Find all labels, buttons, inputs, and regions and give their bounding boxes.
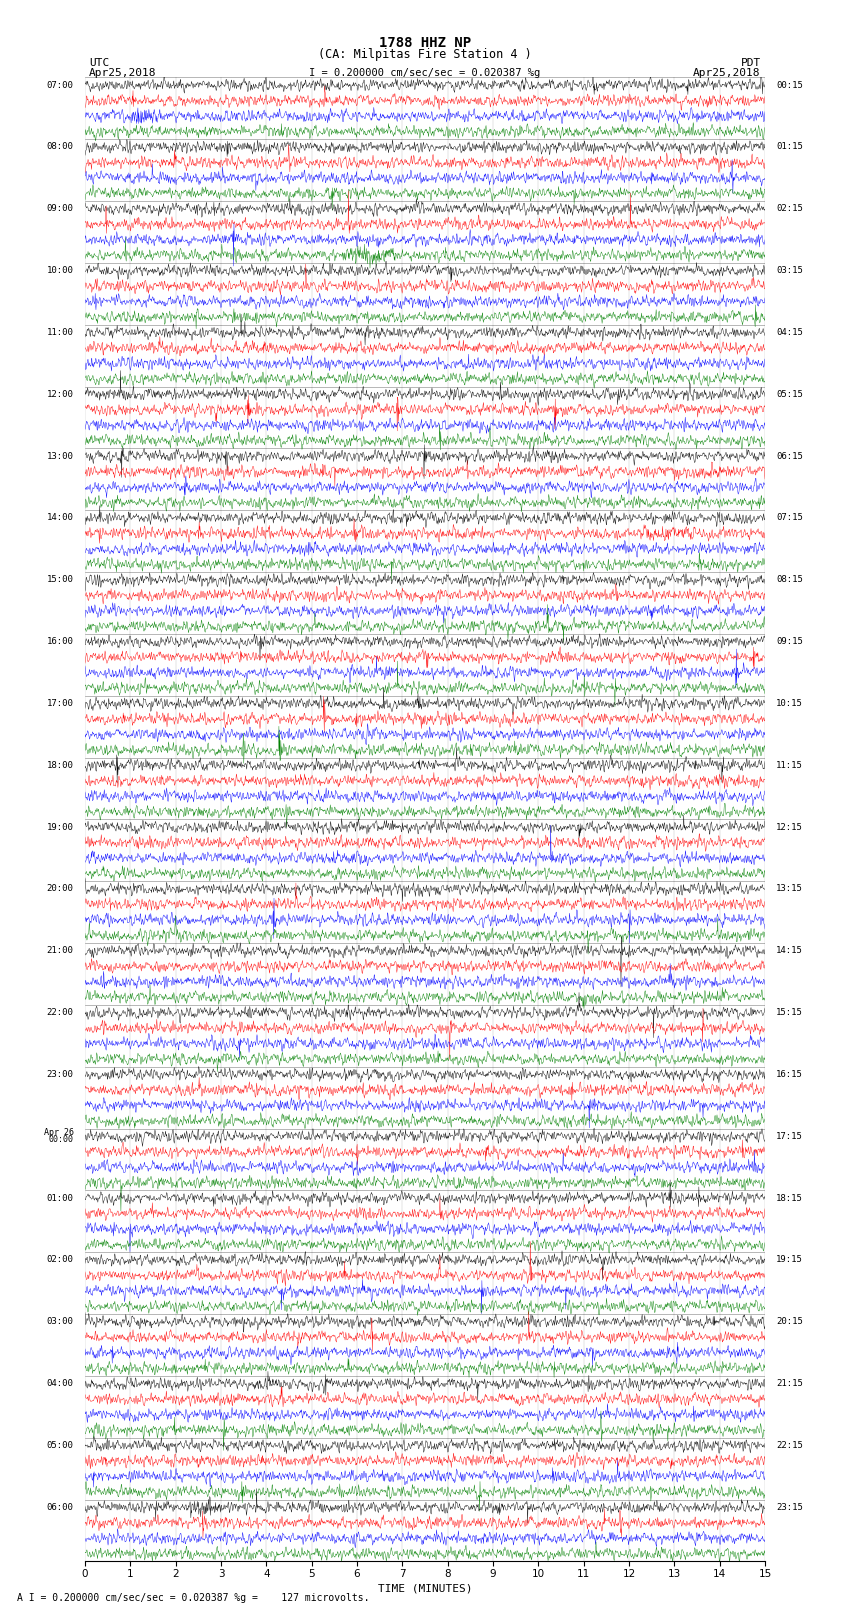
Text: 23:15: 23:15 bbox=[776, 1503, 803, 1511]
Text: UTC: UTC bbox=[89, 58, 110, 68]
Text: 17:15: 17:15 bbox=[776, 1132, 803, 1140]
X-axis label: TIME (MINUTES): TIME (MINUTES) bbox=[377, 1584, 473, 1594]
Text: 18:15: 18:15 bbox=[776, 1194, 803, 1203]
Text: 18:00: 18:00 bbox=[47, 761, 74, 769]
Text: 19:00: 19:00 bbox=[47, 823, 74, 832]
Text: 11:00: 11:00 bbox=[47, 327, 74, 337]
Text: 00:00: 00:00 bbox=[48, 1136, 74, 1144]
Text: 22:15: 22:15 bbox=[776, 1440, 803, 1450]
Text: 20:15: 20:15 bbox=[776, 1318, 803, 1326]
Text: 00:15: 00:15 bbox=[776, 81, 803, 90]
Text: PDT: PDT bbox=[740, 58, 761, 68]
Text: Apr 26: Apr 26 bbox=[43, 1129, 74, 1137]
Text: 15:00: 15:00 bbox=[47, 576, 74, 584]
Text: 09:00: 09:00 bbox=[47, 205, 74, 213]
Text: 21:00: 21:00 bbox=[47, 947, 74, 955]
Text: A I = 0.200000 cm/sec/sec = 0.020387 %g =    127 microvolts.: A I = 0.200000 cm/sec/sec = 0.020387 %g … bbox=[17, 1594, 370, 1603]
Text: 07:00: 07:00 bbox=[47, 81, 74, 90]
Text: 08:15: 08:15 bbox=[776, 576, 803, 584]
Text: 11:15: 11:15 bbox=[776, 761, 803, 769]
Text: 1788 HHZ NP: 1788 HHZ NP bbox=[379, 37, 471, 50]
Text: 13:00: 13:00 bbox=[47, 452, 74, 461]
Text: 01:00: 01:00 bbox=[47, 1194, 74, 1203]
Text: 01:15: 01:15 bbox=[776, 142, 803, 152]
Text: Apr25,2018: Apr25,2018 bbox=[694, 68, 761, 77]
Text: 20:00: 20:00 bbox=[47, 884, 74, 894]
Text: (CA: Milpitas Fire Station 4 ): (CA: Milpitas Fire Station 4 ) bbox=[318, 48, 532, 61]
Text: 14:15: 14:15 bbox=[776, 947, 803, 955]
Text: 03:15: 03:15 bbox=[776, 266, 803, 276]
Text: 02:00: 02:00 bbox=[47, 1255, 74, 1265]
Text: Apr25,2018: Apr25,2018 bbox=[89, 68, 156, 77]
Text: 13:15: 13:15 bbox=[776, 884, 803, 894]
Text: 08:00: 08:00 bbox=[47, 142, 74, 152]
Text: 12:15: 12:15 bbox=[776, 823, 803, 832]
Text: 10:15: 10:15 bbox=[776, 698, 803, 708]
Text: 03:00: 03:00 bbox=[47, 1318, 74, 1326]
Text: 04:15: 04:15 bbox=[776, 327, 803, 337]
Text: 02:15: 02:15 bbox=[776, 205, 803, 213]
Text: 19:15: 19:15 bbox=[776, 1255, 803, 1265]
Text: I = 0.200000 cm/sec/sec = 0.020387 %g: I = 0.200000 cm/sec/sec = 0.020387 %g bbox=[309, 68, 541, 77]
Text: 15:15: 15:15 bbox=[776, 1008, 803, 1018]
Text: 12:00: 12:00 bbox=[47, 390, 74, 398]
Text: 21:15: 21:15 bbox=[776, 1379, 803, 1389]
Text: 14:00: 14:00 bbox=[47, 513, 74, 523]
Text: 22:00: 22:00 bbox=[47, 1008, 74, 1018]
Text: 16:00: 16:00 bbox=[47, 637, 74, 647]
Text: 16:15: 16:15 bbox=[776, 1069, 803, 1079]
Text: 05:00: 05:00 bbox=[47, 1440, 74, 1450]
Text: 06:15: 06:15 bbox=[776, 452, 803, 461]
Text: 06:00: 06:00 bbox=[47, 1503, 74, 1511]
Text: 05:15: 05:15 bbox=[776, 390, 803, 398]
Text: 09:15: 09:15 bbox=[776, 637, 803, 647]
Text: 23:00: 23:00 bbox=[47, 1069, 74, 1079]
Text: 07:15: 07:15 bbox=[776, 513, 803, 523]
Text: 17:00: 17:00 bbox=[47, 698, 74, 708]
Text: 04:00: 04:00 bbox=[47, 1379, 74, 1389]
Text: 10:00: 10:00 bbox=[47, 266, 74, 276]
